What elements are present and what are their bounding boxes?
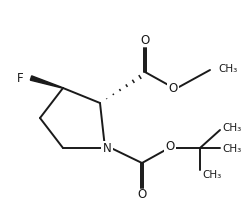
Text: CH₃: CH₃ <box>222 123 241 133</box>
Text: N: N <box>103 143 111 156</box>
Text: CH₃: CH₃ <box>202 170 221 180</box>
Text: O: O <box>165 140 175 154</box>
Text: O: O <box>137 189 147 202</box>
Text: CH₃: CH₃ <box>222 144 241 154</box>
Text: O: O <box>140 35 150 48</box>
Text: CH₃: CH₃ <box>218 64 237 74</box>
Text: O: O <box>168 81 178 95</box>
Polygon shape <box>30 76 63 88</box>
Text: F: F <box>17 71 24 84</box>
